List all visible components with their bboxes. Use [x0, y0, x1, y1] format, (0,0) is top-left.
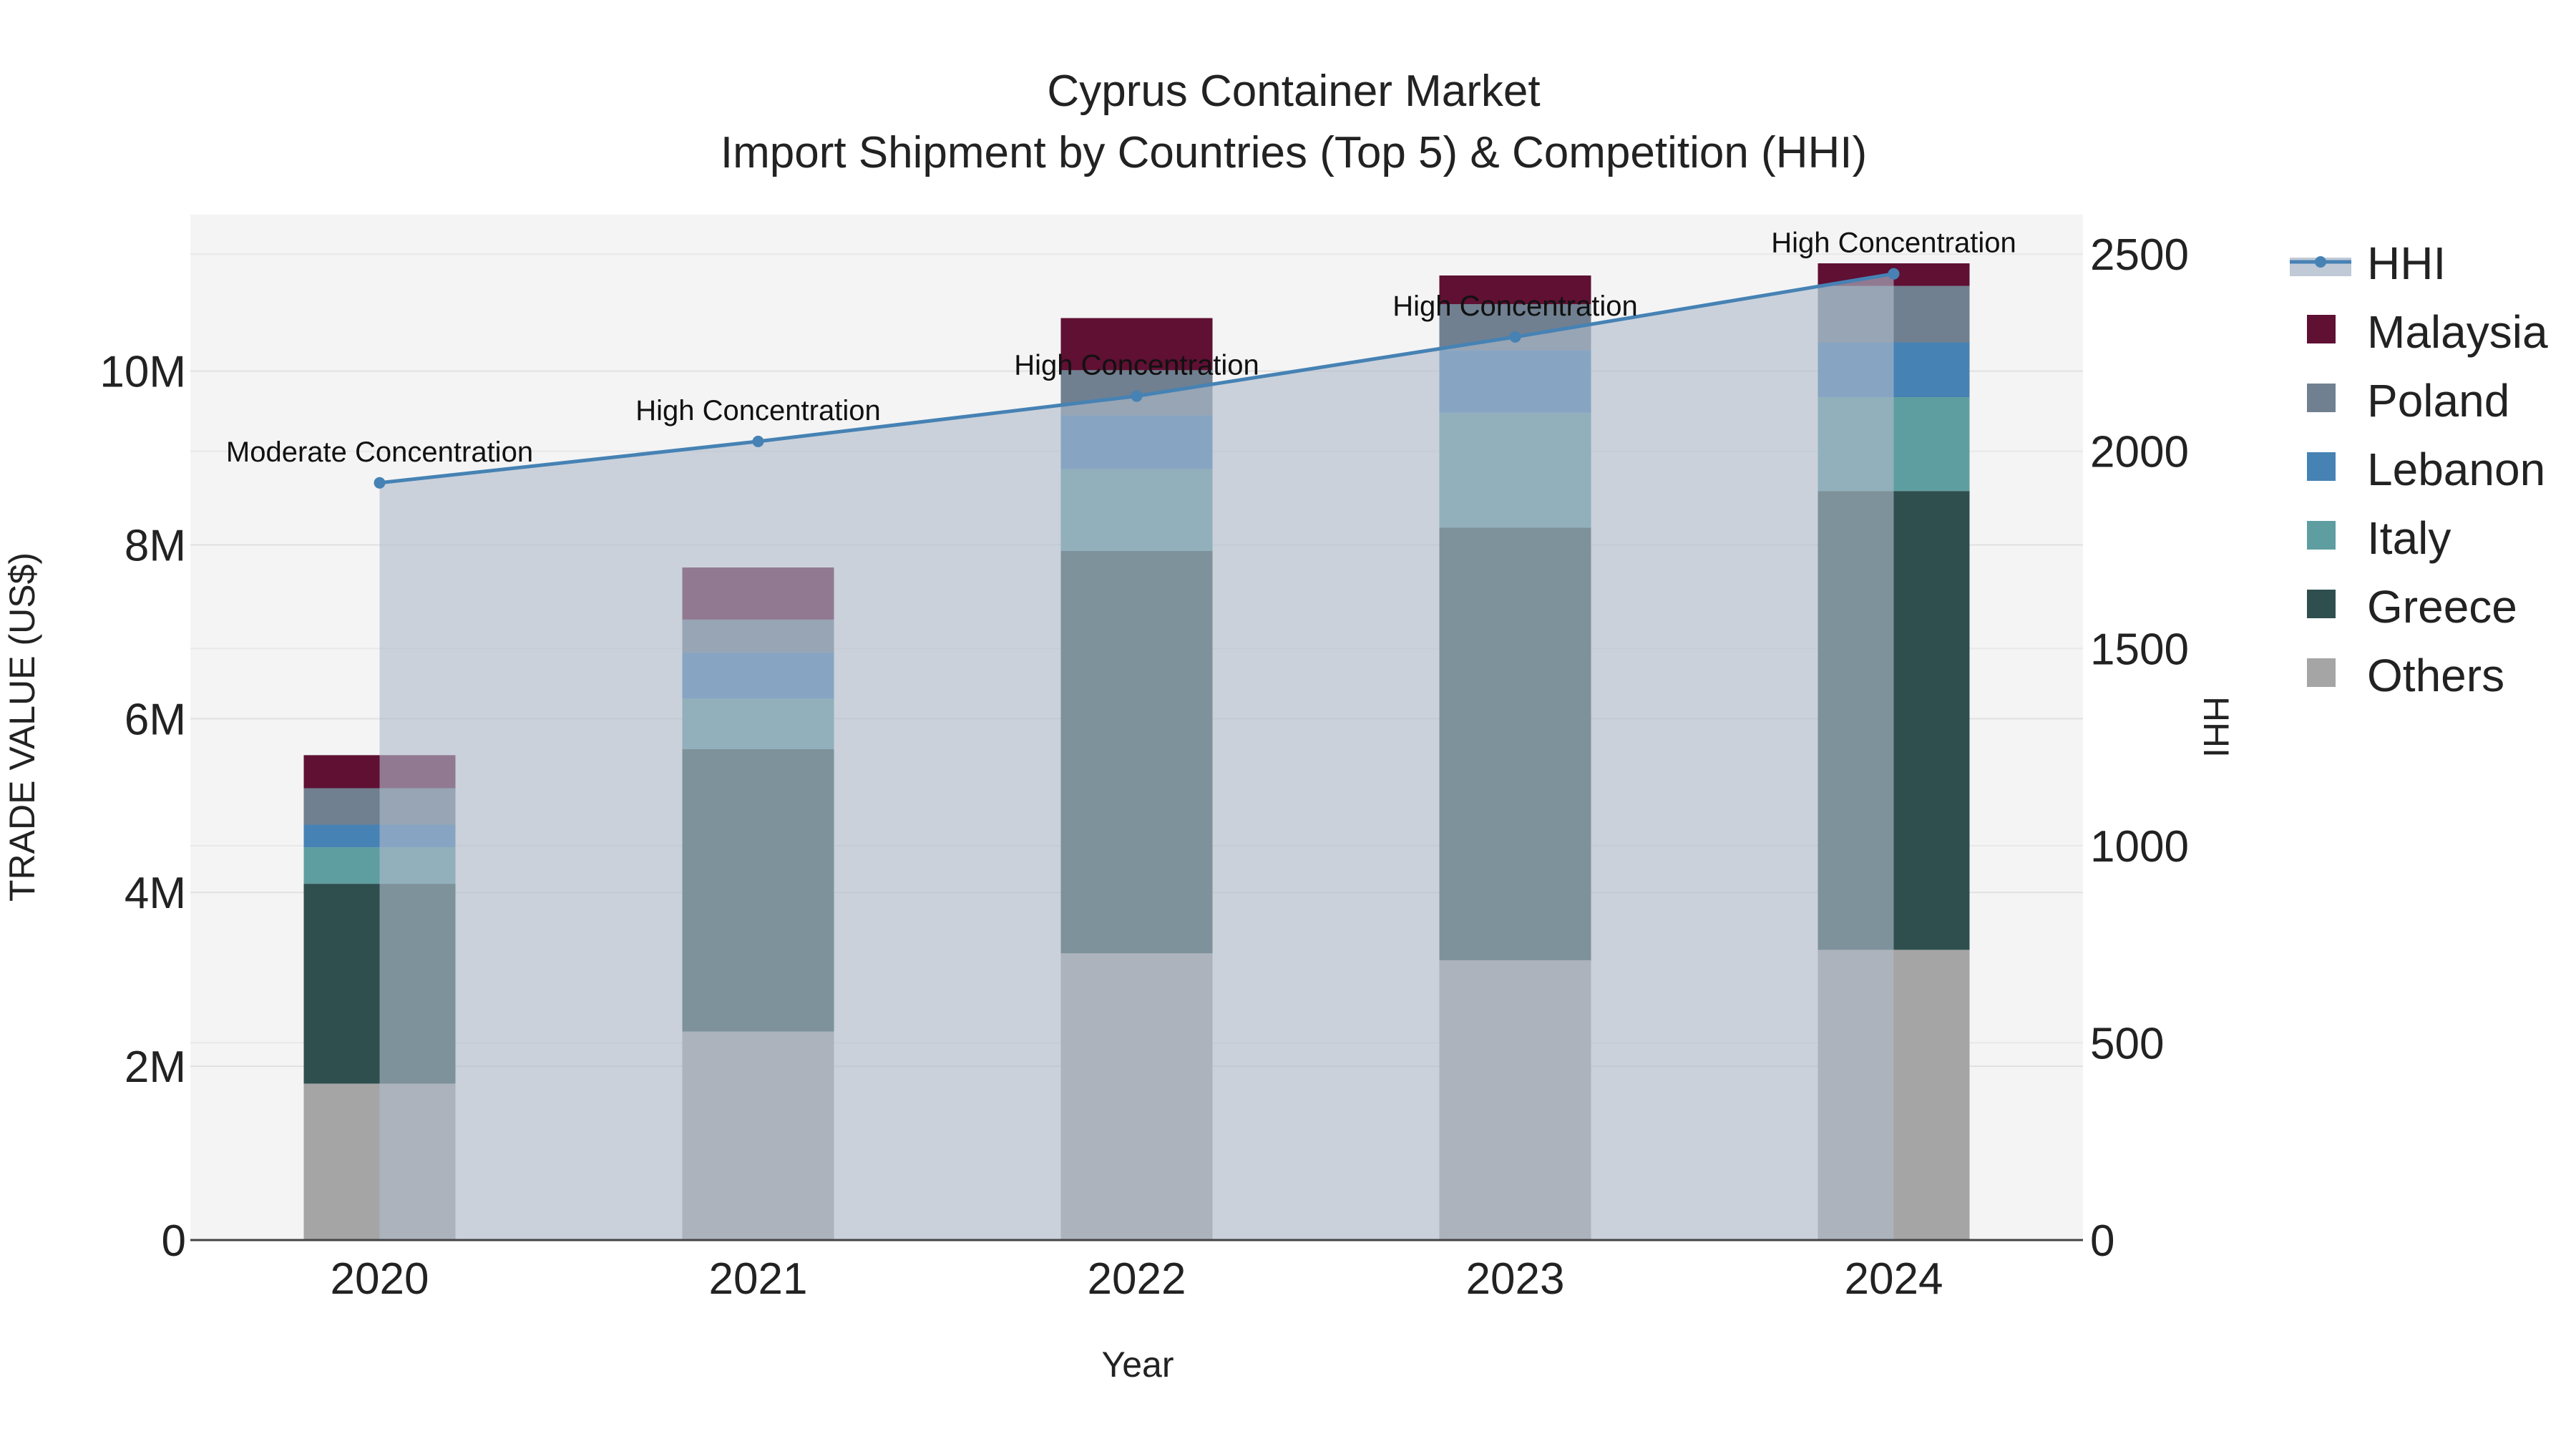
- legend-hhi-marker: [2315, 256, 2326, 268]
- legend-label-lebanon: Lebanon: [2367, 444, 2545, 495]
- y2-tick-label: 500: [2090, 1019, 2164, 1068]
- hhi-series: Moderate Concentration High Concentration…: [226, 228, 2016, 1240]
- hhi-point-2024: [1888, 268, 1900, 280]
- chart-title: Cyprus Container Market: [1047, 67, 1540, 116]
- y-tick-label: 0: [162, 1216, 186, 1266]
- legend-swatch-malaysia: [2307, 315, 2336, 343]
- y-axis-ticks: 0 2M 4M 6M 8M 10M: [99, 348, 186, 1266]
- legend-swatch-greece: [2307, 590, 2336, 618]
- legend-label-malaysia: Malaysia: [2367, 306, 2548, 358]
- hhi-point-2021: [752, 435, 764, 447]
- y2-tick-label: 1500: [2090, 625, 2189, 674]
- x-tick-label: 2023: [1466, 1254, 1565, 1304]
- hhi-annotation-2024: High Concentration: [1771, 228, 2016, 259]
- hhi-area: [379, 273, 1894, 1240]
- hhi-annotation-2023: High Concentration: [1392, 291, 1637, 322]
- x-axis-title: Year: [1101, 1345, 1174, 1385]
- hhi-point-2020: [374, 477, 386, 489]
- y-tick-label: 10M: [99, 348, 186, 397]
- x-axis-ticks: 2020 2021 2022 2023 2024: [331, 1254, 1943, 1304]
- y2-tick-label: 0: [2090, 1216, 2114, 1266]
- y2-tick-label: 1000: [2090, 822, 2189, 872]
- x-tick-label: 2024: [1845, 1254, 1943, 1304]
- chart-subtitle: Import Shipment by Countries (Top 5) & C…: [721, 128, 1867, 177]
- bar-malaysia-2023: [1439, 275, 1591, 305]
- legend-swatch-lebanon: [2307, 452, 2336, 481]
- bar-malaysia-2022: [1060, 318, 1213, 371]
- y-axis-title: TRADE VALUE (US$): [2, 552, 42, 902]
- legend-label-italy: Italy: [2367, 512, 2451, 564]
- hhi-point-2023: [1509, 331, 1521, 343]
- legend-swatch-others: [2307, 658, 2336, 687]
- y2-tick-label: 2500: [2090, 230, 2189, 280]
- y-tick-label: 4M: [125, 869, 186, 918]
- legend-swatch-italy: [2307, 521, 2336, 550]
- hhi-point-2022: [1131, 390, 1143, 402]
- hhi-annotation-2021: High Concentration: [635, 395, 880, 426]
- hhi-annotation-2020: Moderate Concentration: [226, 436, 533, 468]
- y2-tick-label: 2000: [2090, 428, 2189, 477]
- legend: HHI Malaysia Poland Lebanon Italy Greece Other…: [2290, 238, 2548, 701]
- legend-label-poland: Poland: [2367, 375, 2509, 426]
- x-tick-label: 2020: [331, 1254, 429, 1304]
- y2-axis-title: HHI: [2196, 696, 2236, 758]
- x-tick-label: 2021: [709, 1254, 808, 1304]
- legend-label-greece: Greece: [2367, 581, 2517, 633]
- legend-swatch-poland: [2307, 384, 2336, 412]
- legend-label-others: Others: [2367, 650, 2504, 701]
- y-tick-label: 8M: [125, 521, 186, 570]
- y-tick-label: 6M: [125, 695, 186, 744]
- hhi-annotation-2022: High Concentration: [1014, 350, 1259, 381]
- x-tick-label: 2022: [1088, 1254, 1186, 1304]
- y2-axis-ticks: 0 500 1000 1500 2000 2500: [2090, 230, 2189, 1266]
- y-tick-label: 2M: [125, 1043, 186, 1092]
- legend-label-hhi: HHI: [2367, 238, 2446, 289]
